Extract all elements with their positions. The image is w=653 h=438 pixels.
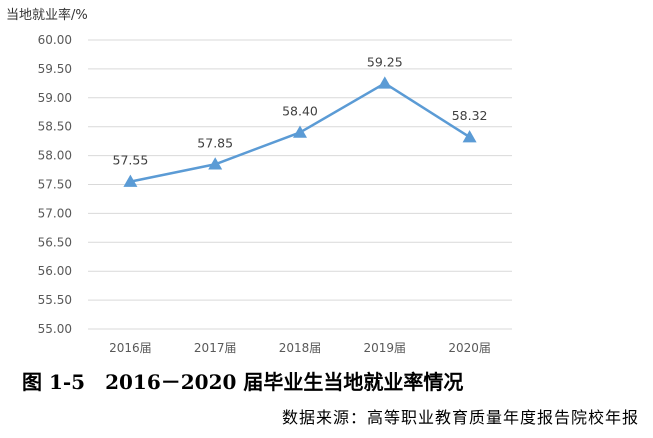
data-labels: 57.55 57.85 58.40 59.25 58.32	[113, 54, 488, 167]
y-tick-label: 58.50	[38, 120, 72, 134]
data-point	[123, 174, 138, 187]
x-tick-label: 2017届	[194, 341, 237, 355]
data-label: 57.85	[197, 135, 233, 150]
data-source: 数据来源：高等职业教育质量年度报告院校年报	[281, 408, 639, 427]
y-tick-label: 60.00	[38, 33, 72, 47]
gridlines	[88, 39, 512, 330]
y-tick-label: 58.00	[38, 149, 72, 163]
x-tick-label: 2019届	[364, 341, 407, 355]
data-point	[462, 130, 477, 143]
y-tick-label: 56.00	[38, 264, 72, 278]
x-tick-label: 2020届	[448, 341, 491, 355]
data-point	[208, 157, 223, 170]
data-label: 59.25	[367, 54, 403, 69]
y-tick-label: 59.00	[38, 91, 72, 105]
x-tick-label: 2016届	[109, 341, 152, 355]
y-axis-label: 当地就业率/%	[6, 8, 88, 23]
data-label: 57.55	[113, 153, 149, 168]
line-chart: 55.00 55.50 56.00 56.50 57.00 57.50 58.00 58.50…	[38, 33, 512, 355]
data-point	[293, 125, 307, 138]
figure-caption: 图 1-5 2016－2020 届毕业生当地就业率情况	[22, 370, 464, 394]
y-tick-label: 57.50	[38, 178, 72, 192]
y-tick-label: 56.50	[38, 235, 72, 249]
y-tick-label: 55.00	[38, 322, 72, 336]
data-label: 58.32	[452, 108, 488, 123]
x-tick-label: 2018届	[279, 341, 322, 355]
data-label: 58.40	[282, 103, 318, 118]
data-point	[377, 76, 392, 89]
y-tick-label: 57.00	[38, 206, 72, 220]
y-tick-label: 59.50	[38, 62, 72, 76]
y-tick-labels: 55.00 55.50 56.00 56.50 57.00 57.50 58.00 58.50…	[38, 33, 72, 336]
x-tick-labels: 2016届 2017届 2018届 2019届 2020届	[109, 341, 491, 355]
data-points	[123, 76, 477, 187]
y-tick-label: 55.50	[38, 293, 72, 307]
